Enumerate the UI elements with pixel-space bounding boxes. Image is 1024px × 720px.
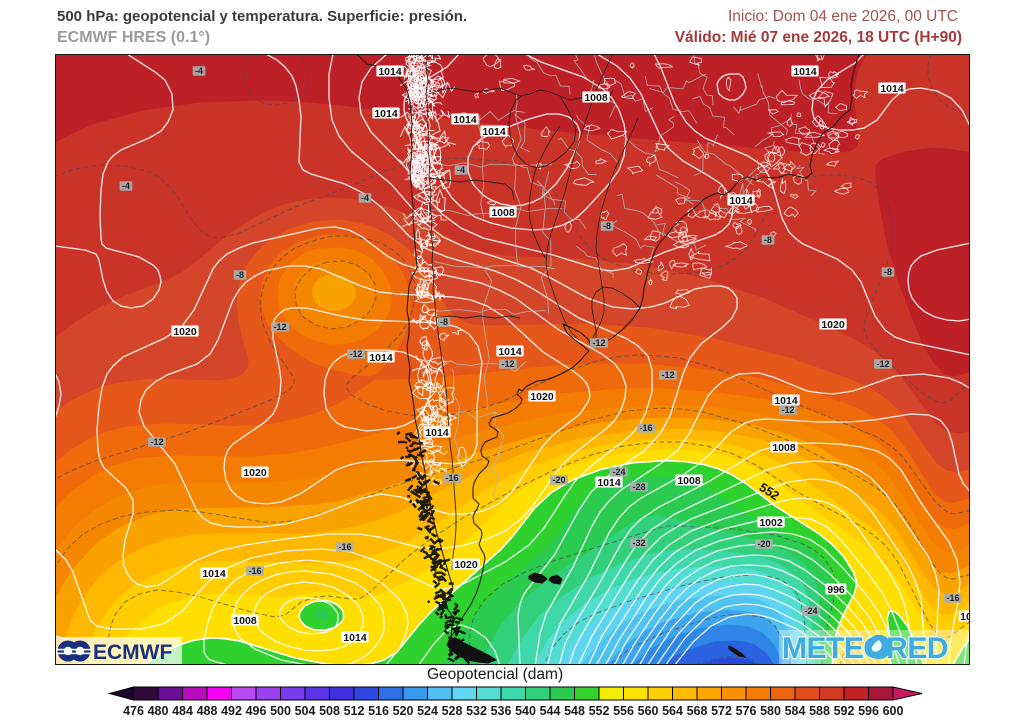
svg-text:-8: -8 (440, 317, 448, 327)
svg-text:-12: -12 (781, 405, 794, 415)
svg-text:592: 592 (834, 704, 855, 718)
svg-text:524: 524 (417, 704, 438, 718)
svg-text:-12: -12 (501, 359, 514, 369)
svg-text:1014: 1014 (880, 83, 904, 95)
svg-text:1008: 1008 (584, 92, 608, 104)
svg-text:-16: -16 (445, 473, 458, 483)
svg-text:1020: 1020 (454, 559, 478, 571)
svg-text:1014: 1014 (369, 352, 393, 364)
svg-text:1014: 1014 (482, 126, 506, 138)
svg-text:1014: 1014 (374, 108, 398, 120)
svg-text:1014: 1014 (774, 395, 798, 407)
svg-text:996: 996 (827, 584, 845, 596)
svg-text:-32: -32 (632, 538, 645, 548)
svg-text:-16: -16 (639, 423, 652, 433)
svg-text:1008: 1008 (772, 442, 796, 454)
svg-text:508: 508 (319, 704, 340, 718)
svg-text:536: 536 (491, 704, 512, 718)
svg-text:METEORED: METEORED (782, 632, 948, 665)
svg-text:516: 516 (368, 704, 389, 718)
svg-text:-8: -8 (236, 270, 244, 280)
svg-text:1014: 1014 (793, 66, 817, 78)
svg-text:556: 556 (613, 704, 634, 718)
svg-text:1020: 1020 (243, 467, 267, 479)
svg-text:568: 568 (687, 704, 708, 718)
svg-text:544: 544 (540, 704, 561, 718)
svg-text:-20: -20 (552, 475, 565, 485)
svg-text:-12: -12 (876, 359, 889, 369)
svg-text:532: 532 (466, 704, 487, 718)
svg-text:488: 488 (197, 704, 218, 718)
svg-text:-4: -4 (122, 181, 130, 191)
svg-text:1008: 1008 (677, 475, 701, 487)
svg-text:540: 540 (515, 704, 536, 718)
svg-text:1014: 1014 (597, 477, 621, 489)
svg-text:588: 588 (809, 704, 830, 718)
svg-text:1014: 1014 (498, 346, 522, 358)
svg-text:548: 548 (564, 704, 585, 718)
svg-text:484: 484 (172, 704, 193, 718)
svg-text:496: 496 (246, 704, 267, 718)
svg-text:580: 580 (760, 704, 781, 718)
svg-text:-16: -16 (248, 566, 261, 576)
svg-text:ECMWF: ECMWF (93, 641, 172, 664)
svg-text:-8: -8 (884, 267, 892, 277)
svg-text:-8: -8 (603, 221, 611, 231)
svg-text:552: 552 (589, 704, 610, 718)
svg-text:500: 500 (270, 704, 291, 718)
svg-text:564: 564 (662, 704, 683, 718)
svg-text:572: 572 (711, 704, 732, 718)
svg-text:1020: 1020 (821, 319, 845, 331)
svg-text:1008: 1008 (233, 615, 257, 627)
svg-text:-24: -24 (804, 606, 817, 616)
svg-text:-4: -4 (361, 193, 369, 203)
svg-text:-24: -24 (612, 467, 625, 477)
svg-text:528: 528 (442, 704, 463, 718)
svg-text:-16: -16 (946, 593, 959, 603)
svg-text:-12: -12 (592, 338, 605, 348)
svg-text:-12: -12 (349, 349, 362, 359)
svg-text:-8: -8 (764, 235, 772, 245)
svg-text:504: 504 (295, 704, 316, 718)
svg-text:520: 520 (393, 704, 414, 718)
svg-text:1002: 1002 (759, 517, 783, 529)
svg-text:-4: -4 (457, 165, 465, 175)
svg-text:600: 600 (883, 704, 904, 718)
svg-text:-4: -4 (195, 66, 203, 76)
svg-text:1014: 1014 (343, 632, 367, 644)
svg-text:1014: 1014 (202, 568, 226, 580)
svg-text:-12: -12 (661, 370, 674, 380)
svg-text:1014: 1014 (729, 195, 753, 207)
svg-text:1020: 1020 (530, 391, 554, 403)
svg-text:-12: -12 (150, 437, 163, 447)
svg-text:476: 476 (123, 704, 144, 718)
svg-text:596: 596 (858, 704, 879, 718)
svg-text:512: 512 (344, 704, 365, 718)
svg-text:1020: 1020 (173, 326, 197, 338)
svg-text:480: 480 (148, 704, 169, 718)
svg-text:10: 10 (960, 611, 970, 623)
svg-text:-12: -12 (273, 322, 286, 332)
svg-text:560: 560 (638, 704, 659, 718)
svg-text:1014: 1014 (453, 114, 477, 126)
svg-text:-28: -28 (632, 482, 645, 492)
svg-text:576: 576 (736, 704, 757, 718)
svg-text:584: 584 (785, 704, 806, 718)
svg-text:-16: -16 (338, 542, 351, 552)
svg-text:-20: -20 (757, 539, 770, 549)
svg-text:1008: 1008 (491, 207, 515, 219)
svg-text:1014: 1014 (378, 66, 402, 78)
svg-text:1014: 1014 (425, 427, 449, 439)
svg-text:492: 492 (221, 704, 242, 718)
